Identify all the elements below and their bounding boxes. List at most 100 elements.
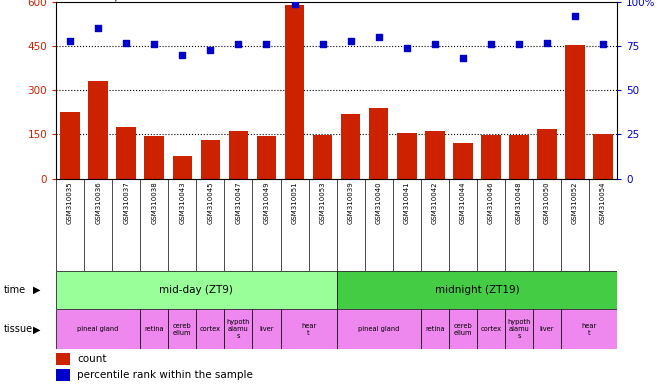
Bar [341, 114, 360, 179]
Bar [56, 271, 337, 309]
Text: retina: retina [425, 326, 445, 332]
Bar [421, 309, 449, 349]
Point [289, 1, 300, 7]
Text: mid-day (ZT9): mid-day (ZT9) [160, 285, 233, 295]
Bar [509, 135, 529, 179]
Point [486, 41, 496, 47]
Bar [425, 131, 445, 179]
Text: GSM310036: GSM310036 [95, 181, 101, 224]
Text: GSM310046: GSM310046 [488, 181, 494, 224]
Text: pineal gland: pineal gland [77, 326, 119, 332]
Bar [145, 136, 164, 179]
Text: hear
t: hear t [301, 323, 316, 336]
Text: GSM310047: GSM310047 [236, 181, 242, 224]
Text: GSM310044: GSM310044 [460, 181, 466, 224]
Bar [561, 309, 617, 349]
Text: midnight (ZT19): midnight (ZT19) [434, 285, 519, 295]
Text: GSM310048: GSM310048 [516, 181, 522, 224]
Text: GSM310040: GSM310040 [376, 181, 381, 224]
Bar [337, 271, 617, 309]
Point [205, 46, 216, 53]
Bar [284, 5, 304, 179]
Bar [252, 309, 280, 349]
Text: GSM310035: GSM310035 [67, 181, 73, 224]
Bar [537, 129, 557, 179]
Bar [313, 135, 333, 179]
Text: ▶: ▶ [32, 285, 40, 295]
Bar [257, 136, 277, 179]
Text: cortex: cortex [200, 326, 221, 332]
Point [317, 41, 328, 47]
Point [598, 41, 609, 47]
Point [261, 41, 272, 47]
Bar [481, 135, 501, 179]
Bar [397, 133, 416, 179]
Point [121, 40, 131, 46]
Text: GSM310052: GSM310052 [572, 181, 578, 224]
Text: GSM310049: GSM310049 [263, 181, 269, 224]
Point [177, 52, 187, 58]
Text: hear
t: hear t [581, 323, 597, 336]
Point [542, 40, 552, 46]
Text: GSM310045: GSM310045 [207, 181, 213, 224]
Text: GSM310053: GSM310053 [319, 181, 325, 224]
Text: percentile rank within the sample: percentile rank within the sample [77, 370, 253, 381]
Text: ▶: ▶ [32, 324, 40, 334]
Text: liver: liver [259, 326, 274, 332]
Point [401, 45, 412, 51]
Bar [140, 309, 168, 349]
Bar [477, 309, 505, 349]
Text: GSM310039: GSM310039 [348, 181, 354, 224]
Point [457, 55, 468, 61]
Point [149, 41, 160, 47]
Text: GSM310042: GSM310042 [432, 181, 438, 224]
Bar [172, 157, 192, 179]
Text: GDS3701 / 1375173_at: GDS3701 / 1375173_at [56, 0, 193, 2]
Bar [369, 109, 389, 179]
Point [570, 13, 580, 19]
Text: cortex: cortex [480, 326, 502, 332]
Bar [56, 369, 70, 381]
Point [374, 34, 384, 40]
Bar [280, 309, 337, 349]
Text: cereb
ellum: cereb ellum [173, 323, 191, 336]
Text: GSM310041: GSM310041 [404, 181, 410, 224]
Point [345, 38, 356, 44]
Text: time: time [3, 285, 26, 295]
Text: GSM310043: GSM310043 [180, 181, 185, 224]
Text: GSM310037: GSM310037 [123, 181, 129, 224]
Text: GSM310051: GSM310051 [292, 181, 298, 224]
Bar [56, 353, 70, 365]
Text: hypoth
alamu
s: hypoth alamu s [227, 319, 250, 339]
Bar [116, 127, 136, 179]
Bar [197, 309, 224, 349]
Point [65, 38, 75, 44]
Text: hypoth
alamu
s: hypoth alamu s [508, 319, 531, 339]
Text: GSM310050: GSM310050 [544, 181, 550, 224]
Bar [88, 81, 108, 179]
Bar [201, 140, 220, 179]
Bar [449, 309, 477, 349]
Text: GSM310038: GSM310038 [151, 181, 157, 224]
Text: tissue: tissue [3, 324, 32, 334]
Bar [56, 309, 140, 349]
Bar [565, 45, 585, 179]
Text: retina: retina [145, 326, 164, 332]
Point [513, 41, 524, 47]
Bar [60, 113, 80, 179]
Bar [337, 309, 421, 349]
Text: cereb
ellum: cereb ellum [453, 323, 472, 336]
Bar [224, 309, 252, 349]
Bar [168, 309, 197, 349]
Bar [533, 309, 561, 349]
Point [233, 41, 244, 47]
Point [430, 41, 440, 47]
Bar [228, 131, 248, 179]
Text: liver: liver [540, 326, 554, 332]
Bar [505, 309, 533, 349]
Bar [453, 143, 473, 179]
Text: pineal gland: pineal gland [358, 326, 399, 332]
Text: count: count [77, 354, 107, 364]
Point [93, 25, 104, 31]
Text: GSM310054: GSM310054 [600, 181, 606, 224]
